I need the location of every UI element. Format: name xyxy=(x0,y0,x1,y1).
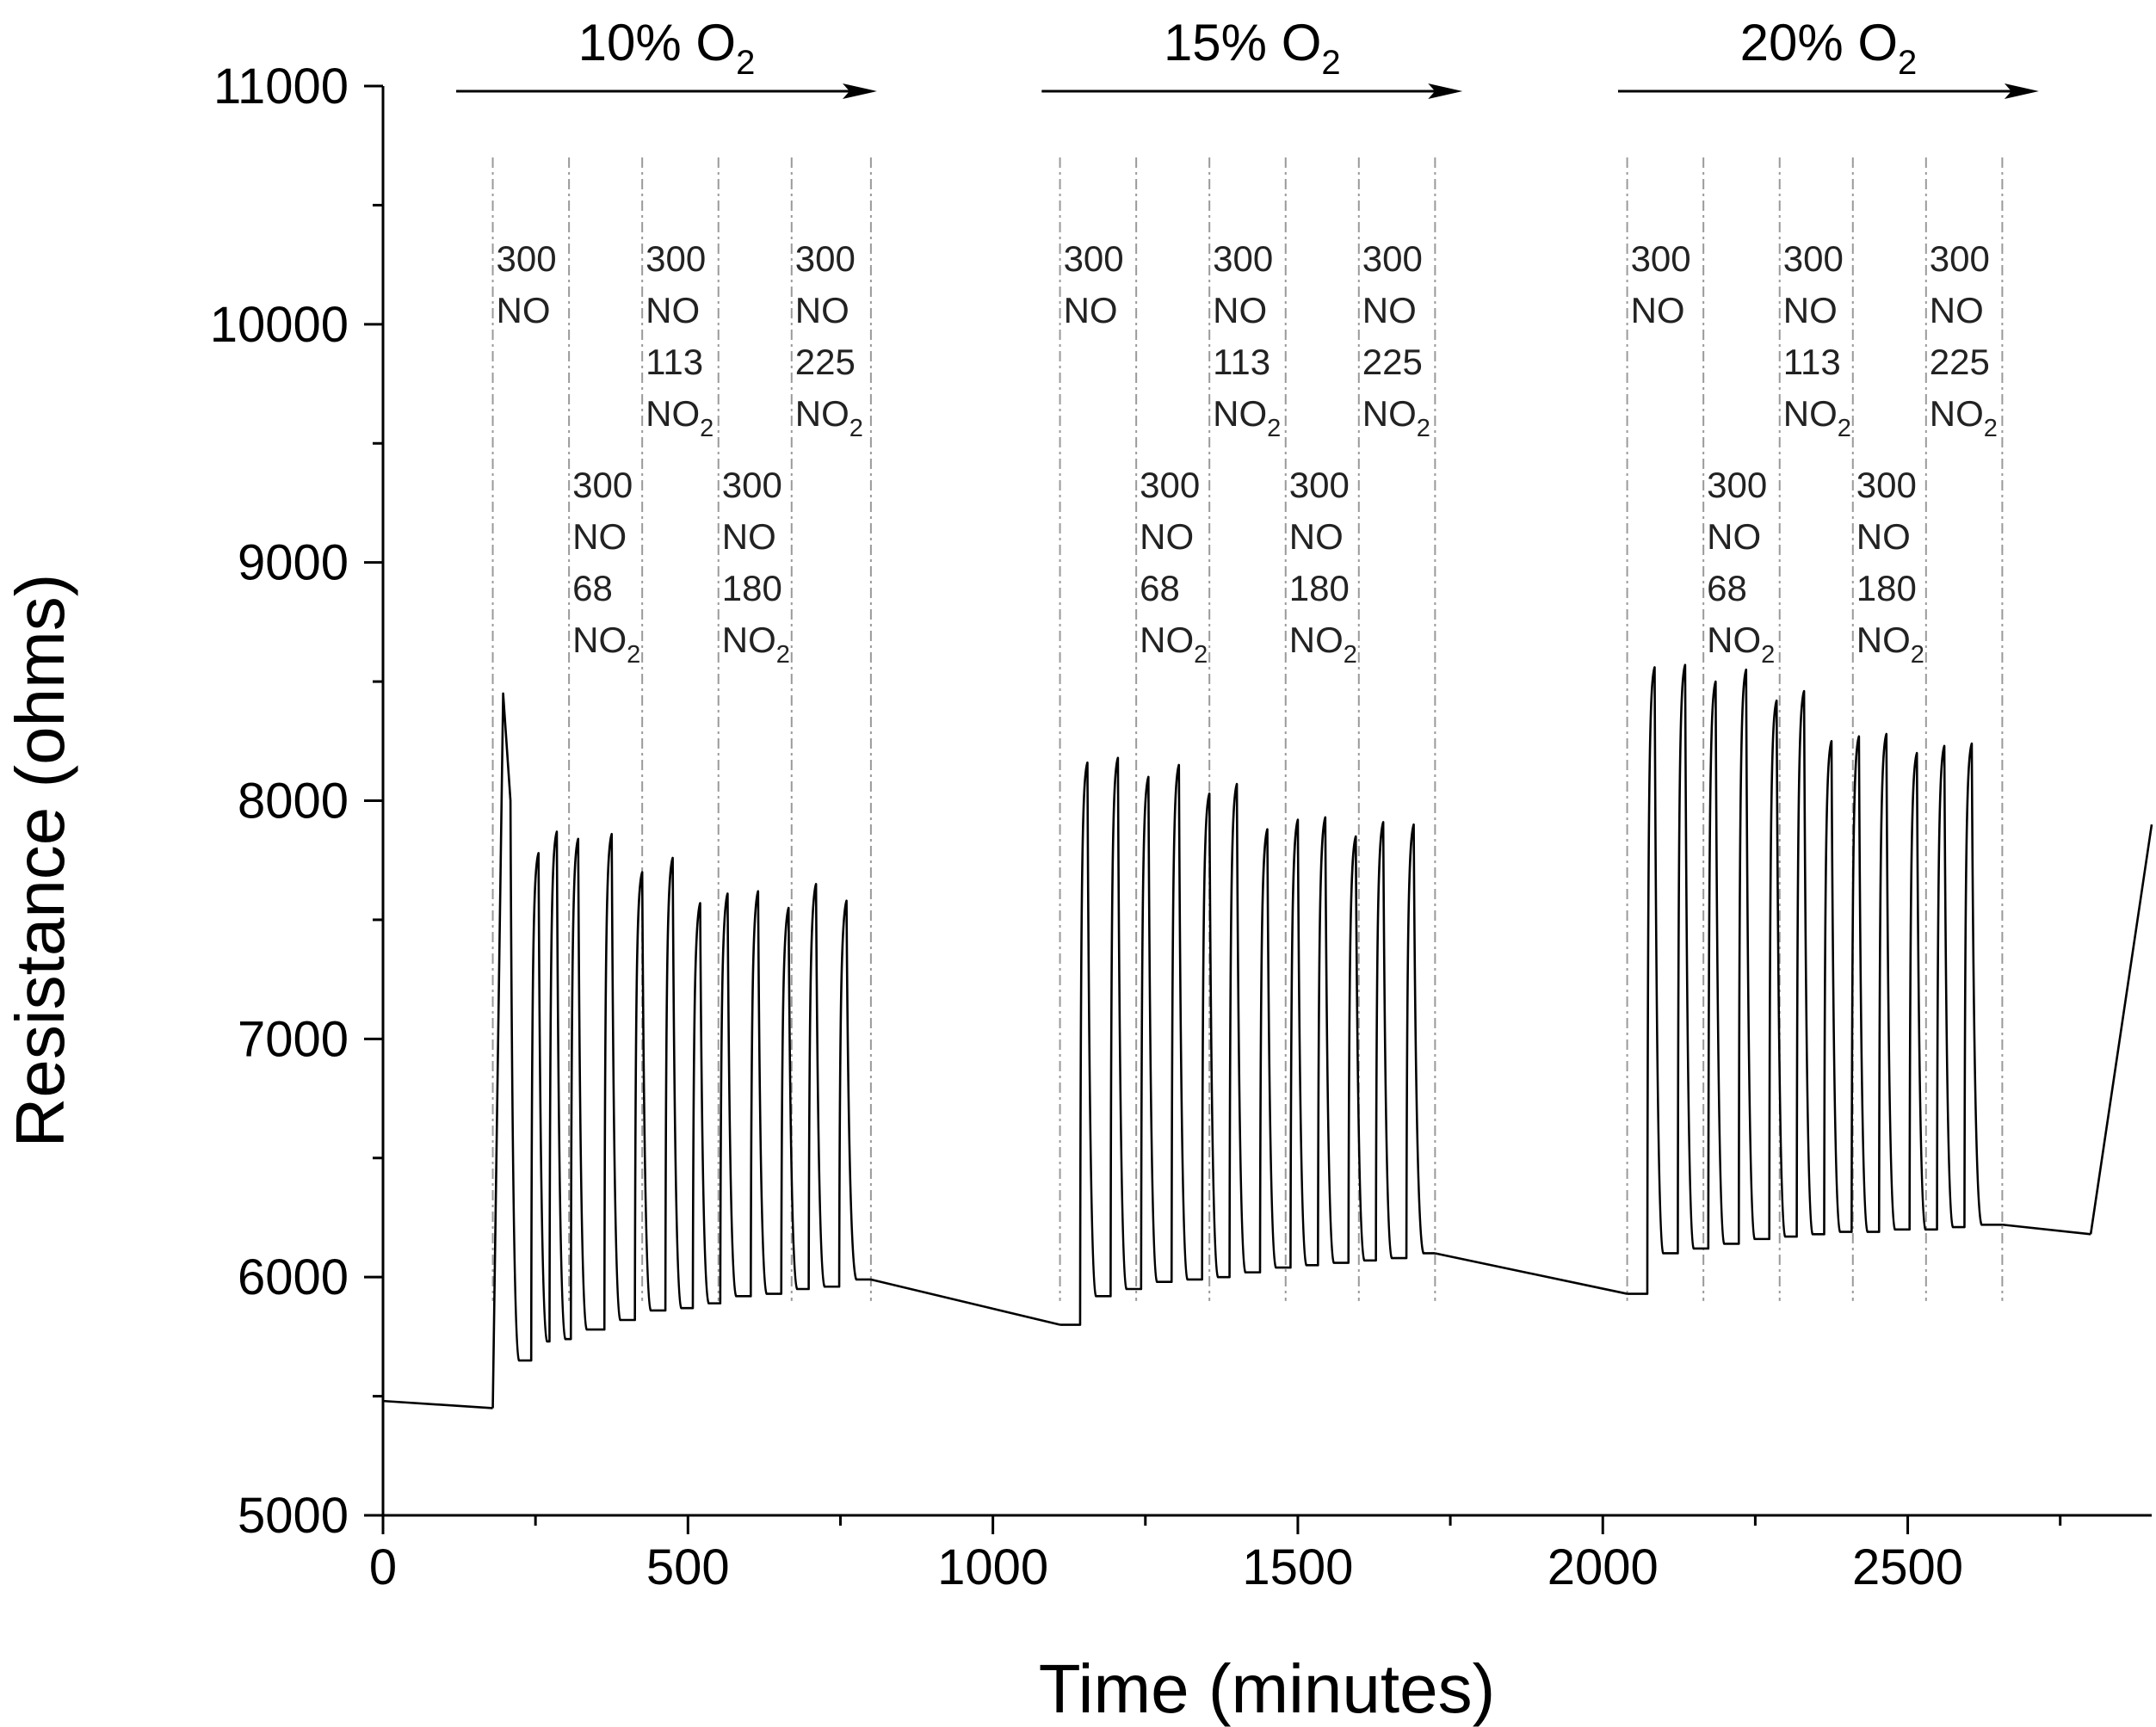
oxygen-periods: 10% O2 15% O2 20% O2 xyxy=(456,14,2039,99)
y-tick-label: 10000 xyxy=(210,297,349,353)
series-trace xyxy=(1059,756,1436,1326)
oxygen-period-label: 15% O2 xyxy=(1164,14,1341,82)
y-axis-ticks: 5000 6000 7000 8000 9000 10000 11000 xyxy=(210,59,383,1544)
segment-label-line: 300 xyxy=(1064,238,1124,279)
segment-label-line: 68 xyxy=(1707,568,1747,608)
segment-label-line: 225 xyxy=(795,342,856,382)
oxygen-period-subscript: 2 xyxy=(736,44,755,82)
x-tick-label: 500 xyxy=(646,1539,730,1595)
segment-label-line: 113 xyxy=(646,342,703,382)
segment-label-line: NO xyxy=(1856,516,1911,557)
x-tick-label: 2000 xyxy=(1548,1539,1659,1595)
segment-label-line: NO xyxy=(1783,290,1838,330)
segment-label-line: 300 xyxy=(795,238,856,279)
oxygen-period-subscript: 2 xyxy=(1321,44,1340,82)
segment-label-subscript: 2 xyxy=(1838,415,1851,442)
baseline-trace xyxy=(1435,1252,1628,1295)
segment-label-line: 225 xyxy=(1362,342,1423,382)
x-tick-label: 2500 xyxy=(1852,1539,1963,1595)
y-axis-title: Resistance (ohms) xyxy=(2,574,78,1148)
oxygen-period-label: 20% O2 xyxy=(1740,14,1918,82)
y-tick-label: 5000 xyxy=(238,1488,349,1544)
baseline-trace xyxy=(870,1278,1060,1326)
segment-label-line: 113 xyxy=(1783,342,1841,382)
segment-label-line: NO xyxy=(646,290,700,330)
segment-label-line: 180 xyxy=(722,568,782,608)
segment-label-line: NO xyxy=(1707,516,1761,557)
baseline-trace xyxy=(382,1399,493,1409)
segment-label-line: 113 xyxy=(1213,342,1270,382)
segment-label-line: NO xyxy=(1213,290,1267,330)
segment-label-line: NO xyxy=(1631,290,1685,330)
segment-label-line: 300 xyxy=(1783,238,1844,279)
segment-label-line: NO xyxy=(1064,290,1118,330)
period-arrow-head xyxy=(2004,83,2039,99)
segment-label-subscript: 2 xyxy=(849,415,863,442)
segment-label-line: 300 xyxy=(1289,465,1350,505)
baseline-trace xyxy=(2089,823,2153,1235)
oxygen-period-subscript: 2 xyxy=(1898,44,1917,82)
segment-label-subscript: 2 xyxy=(1344,641,1357,669)
segment-annotations: 300NO300NO68NO2300NO113NO2300NO180NO2300… xyxy=(497,238,1998,669)
segment-label-line: 300 xyxy=(497,238,557,279)
segment-label-line: NO xyxy=(1362,290,1417,330)
segment-label-line: 300 xyxy=(646,238,706,279)
segment-label-subscript: 2 xyxy=(1911,641,1924,669)
y-tick-label: 11000 xyxy=(213,59,349,114)
segment-label-line: NO xyxy=(795,290,849,330)
x-tick-label: 1000 xyxy=(937,1539,1048,1595)
segment-label-line: 180 xyxy=(1289,568,1350,608)
segment-label-line: 180 xyxy=(1856,568,1917,608)
segment-label-subscript: 2 xyxy=(700,415,714,442)
segment-label-subscript: 2 xyxy=(1761,641,1775,669)
period-arrow-head xyxy=(842,83,877,99)
segment-label-line: NO xyxy=(572,516,627,557)
segment-label-subscript: 2 xyxy=(1417,415,1430,442)
segment-label-subscript: 2 xyxy=(1984,415,1998,442)
segment-label-line: 225 xyxy=(1930,342,1990,382)
segment-label-line: NO xyxy=(1289,516,1344,557)
segment-label-line: 300 xyxy=(1930,238,1990,279)
segment-label-subscript: 2 xyxy=(1194,641,1208,669)
resistance-traces xyxy=(382,663,2153,1409)
series-trace xyxy=(491,692,871,1409)
segment-label-line: 300 xyxy=(1362,238,1423,279)
oxygen-period-label: 10% O2 xyxy=(578,14,756,82)
y-tick-label: 7000 xyxy=(238,1011,349,1067)
segment-label-line: 300 xyxy=(1213,238,1273,279)
segment-label-line: 300 xyxy=(1631,238,1691,279)
segment-label-subscript: 2 xyxy=(627,641,640,669)
segment-label-line: 68 xyxy=(572,568,613,608)
y-tick-label: 9000 xyxy=(238,535,349,591)
x-tick-label: 0 xyxy=(369,1539,397,1595)
x-tick-label: 1500 xyxy=(1242,1539,1353,1595)
y-tick-label: 6000 xyxy=(238,1249,349,1305)
segment-label-line: 300 xyxy=(1707,465,1767,505)
segment-label-line: 300 xyxy=(572,465,633,505)
period-arrow-head xyxy=(1428,83,1463,99)
baseline-trace xyxy=(2002,1223,2091,1236)
segment-label-line: NO xyxy=(1140,516,1194,557)
segment-label-line: 300 xyxy=(1140,465,1200,505)
y-tick-label: 8000 xyxy=(238,774,349,830)
segment-label-line: 300 xyxy=(1856,465,1917,505)
segment-label-line: NO xyxy=(1930,290,1984,330)
segment-label-subscript: 2 xyxy=(1267,415,1281,442)
segment-label-subscript: 2 xyxy=(776,641,790,669)
x-axis-ticks: 0 500 1000 1500 2000 2500 xyxy=(369,1515,2062,1595)
segment-label-line: NO xyxy=(497,290,551,330)
series-trace xyxy=(1627,663,2003,1295)
x-axis-title: Time (minutes) xyxy=(1039,1650,1495,1727)
segment-label-line: NO xyxy=(722,516,776,557)
segment-label-line: 300 xyxy=(722,465,782,505)
segment-label-line: 68 xyxy=(1140,568,1180,608)
